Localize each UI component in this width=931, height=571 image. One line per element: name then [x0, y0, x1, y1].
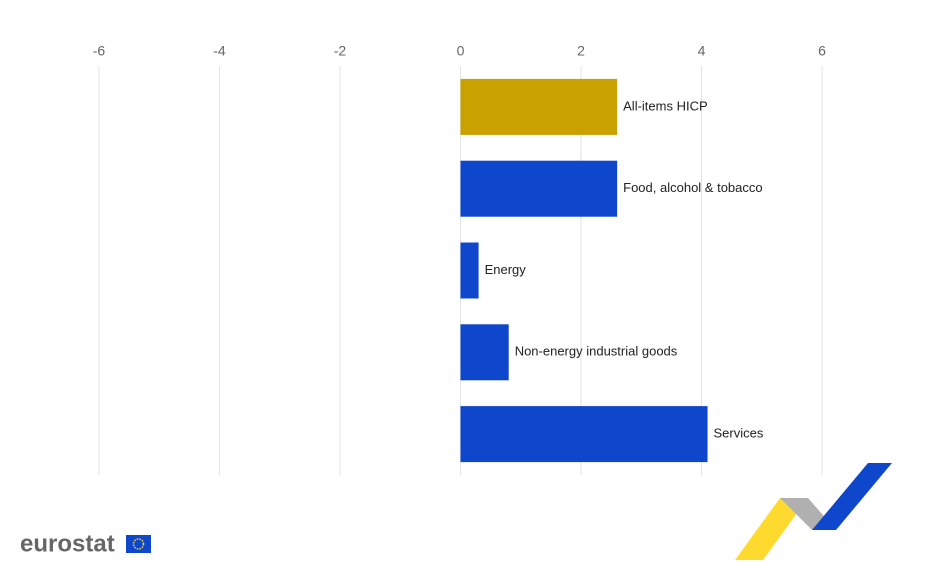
- bar: [460, 160, 618, 217]
- x-tick-label: 6: [818, 43, 826, 59]
- x-tick-label: -6: [93, 43, 106, 59]
- x-tick-label: 0: [457, 43, 465, 59]
- logo-text: eurostat: [20, 530, 115, 557]
- x-tick-label: 2: [577, 43, 585, 59]
- bar-label: Non-energy industrial goods: [515, 344, 678, 359]
- bar: [460, 406, 708, 463]
- bar: [460, 242, 479, 299]
- x-tick-label: 4: [698, 43, 706, 59]
- eu-flag: [126, 535, 151, 553]
- bar-label: Food, alcohol & tobacco: [623, 180, 762, 195]
- bar-label: Energy: [485, 262, 527, 277]
- bar-label: All-items HICP: [623, 98, 708, 113]
- bar: [460, 78, 618, 135]
- bar-label: Services: [714, 426, 764, 441]
- logo-swoosh: [735, 463, 892, 560]
- x-tick-label: -4: [213, 43, 226, 59]
- x-tick-label: -2: [334, 43, 347, 59]
- bar: [460, 324, 509, 381]
